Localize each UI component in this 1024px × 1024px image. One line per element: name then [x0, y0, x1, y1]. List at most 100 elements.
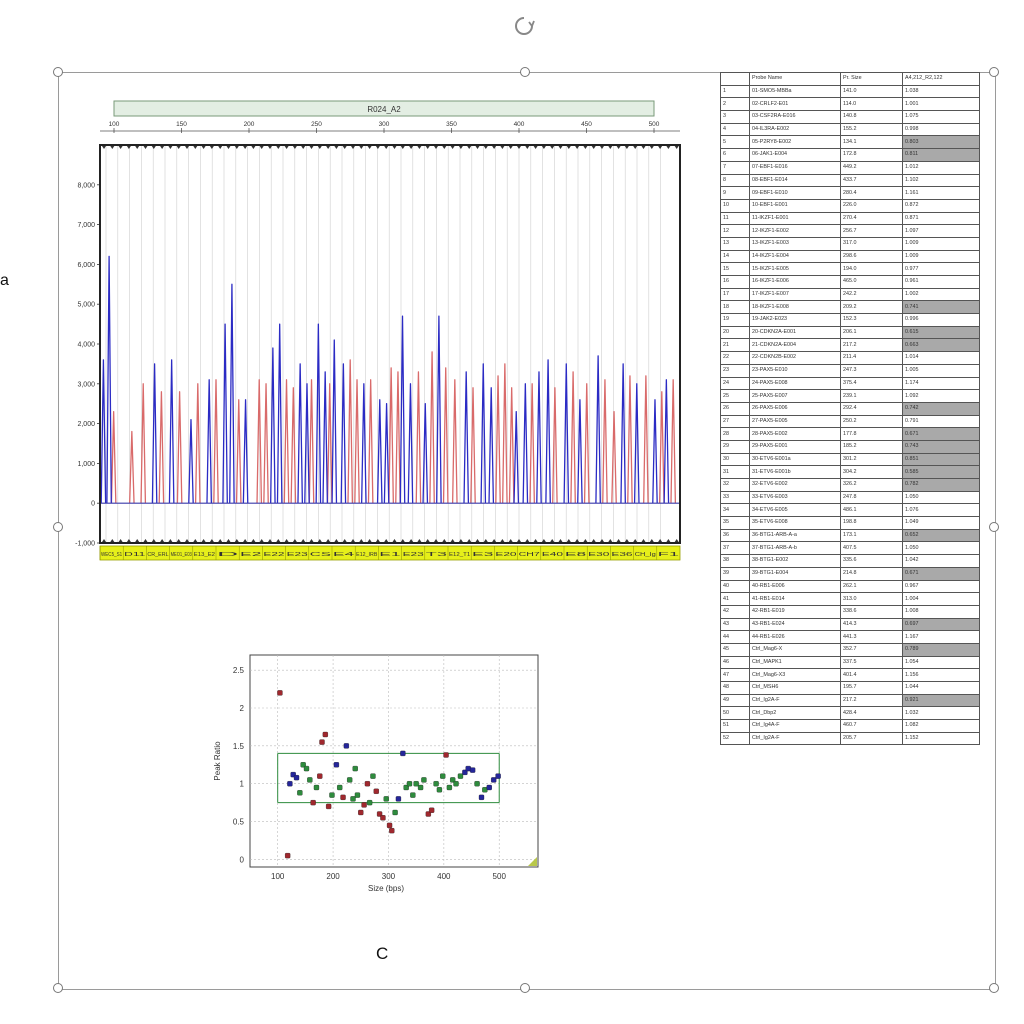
data-point [285, 852, 291, 859]
ratio-cell: 1.174 [902, 376, 980, 391]
peak [376, 399, 383, 504]
resize-handle-middle-right[interactable] [989, 522, 999, 532]
row-number-cell: 17 [720, 287, 750, 302]
marker-top [384, 146, 389, 149]
table-row: 32 32-ETV6-E002 326.2 0.782 [720, 478, 980, 492]
marker-top [151, 146, 156, 149]
peak [502, 363, 508, 504]
y-tick-label: 0.5 [233, 818, 245, 827]
resize-handle-top-left[interactable] [53, 67, 63, 77]
data-point [317, 773, 323, 779]
probe-size-cell: 401.4 [840, 668, 903, 682]
data-point [453, 781, 459, 787]
y-tick-label: 2,000 [77, 421, 95, 428]
row-number-cell: 4 [720, 122, 750, 137]
peak [168, 359, 175, 504]
probe-size-cell: 173.1 [840, 528, 903, 543]
marker-bottom [185, 539, 189, 542]
probe-size-cell: 114.0 [840, 97, 903, 112]
marker-bottom [326, 539, 331, 542]
marker-bottom [434, 539, 438, 542]
marker-top [301, 146, 306, 149]
probe-name-cell: 10-EBF1-E001 [749, 198, 841, 213]
peak [388, 367, 394, 504]
row-number-cell: 37 [720, 541, 750, 556]
marker-bottom [367, 539, 372, 542]
probe-size-cell: 211.4 [840, 351, 903, 365]
probe-size-cell: 465.0 [840, 275, 903, 289]
table-row: 29 29-PAX5-E001 185.2 0.743 [720, 439, 980, 454]
probe-name-cell: 04-IL3RA-E002 [749, 122, 841, 137]
data-point [436, 787, 443, 793]
marker-bottom [234, 539, 239, 542]
marker-top [566, 146, 571, 149]
probe-name-cell: 19-JAK2-E023 [749, 313, 841, 327]
probe-size-cell: 205.7 [840, 731, 903, 746]
marker-bottom [292, 539, 297, 542]
data-point [469, 767, 476, 773]
marker-top [168, 146, 173, 149]
peak [347, 359, 354, 504]
marker-top [292, 146, 297, 149]
peak [206, 379, 213, 504]
marker-bottom [268, 539, 272, 542]
marker-top [185, 146, 189, 149]
resize-handle-top-center[interactable] [520, 67, 530, 77]
marker-top [425, 146, 430, 149]
table-row: 25 25-PAX5-E007 239.1 1.092 [720, 389, 980, 403]
probe-size-cell: 247.8 [840, 490, 903, 505]
table-row: 45 Ctrl_Mag6-X 352.7 0.789 [720, 642, 980, 657]
probe-size-cell: 280.4 [840, 186, 903, 200]
top-axis-tick-label: 400 [514, 121, 525, 128]
marker-top [525, 146, 530, 149]
marker-bottom [118, 539, 123, 542]
probe-name-cell: 40-RB1-E006 [749, 579, 841, 594]
table-row: 36 36-BTG1-ARB-A-a 173.1 0.652 [720, 528, 980, 543]
peak [213, 379, 219, 504]
ratio-cell: 0.663 [902, 338, 980, 353]
rotate-handle-icon[interactable] [512, 14, 536, 38]
y-tick-label: 5,000 [77, 302, 95, 309]
row-number-cell: 27 [720, 414, 750, 429]
table-row: 28 28-PAX5-E002 177.8 0.671 [720, 427, 980, 441]
marker-top [417, 146, 422, 149]
table-row: 22 22-CDKN2B-E002 211.4 1.014 [720, 351, 980, 365]
peak [194, 383, 201, 504]
table-row: 37 37-BTG1-ARB-A-b 407.5 1.050 [720, 541, 980, 556]
marker-bottom [176, 539, 181, 542]
peak [620, 363, 626, 504]
peak [263, 383, 269, 504]
data-point [340, 794, 346, 800]
ratio-cell: 1.042 [902, 554, 980, 568]
resize-handle-top-right[interactable] [989, 67, 999, 77]
ratio-cell: 0.811 [902, 148, 980, 162]
bin-label: E22 [263, 552, 285, 558]
peak [304, 383, 310, 504]
marker-top [118, 146, 123, 149]
ratio-cell: 1.156 [902, 668, 980, 682]
probe-size-cell: 256.7 [840, 224, 903, 238]
data-point [310, 799, 316, 806]
resize-handle-middle-left[interactable] [53, 522, 63, 532]
resize-handle-bottom-right[interactable] [989, 983, 999, 993]
marker-top [658, 146, 663, 149]
row-number-cell: 47 [720, 668, 750, 682]
ratio-cell: 1.167 [902, 630, 980, 644]
marker-bottom [566, 539, 571, 542]
row-number-cell: 51 [720, 719, 750, 733]
bin-label: E40 [542, 552, 564, 558]
resize-handle-bottom-center[interactable] [520, 983, 530, 993]
marker-bottom [666, 539, 671, 542]
row-number-cell: 6 [720, 148, 750, 162]
peak [188, 418, 194, 504]
x-tick-label: 200 [326, 872, 340, 881]
table-row: 23 23-PAX5-E010 247.3 1.005 [720, 363, 980, 378]
marker-bottom [168, 539, 173, 542]
probe-size-cell: 195.7 [840, 681, 903, 695]
ratio-cell: 0.998 [902, 122, 980, 137]
data-point [400, 750, 406, 757]
resize-handle-bottom-left[interactable] [53, 983, 63, 993]
marker-top [616, 146, 621, 149]
probe-name-cell: 38-BTG1-E002 [749, 554, 841, 568]
